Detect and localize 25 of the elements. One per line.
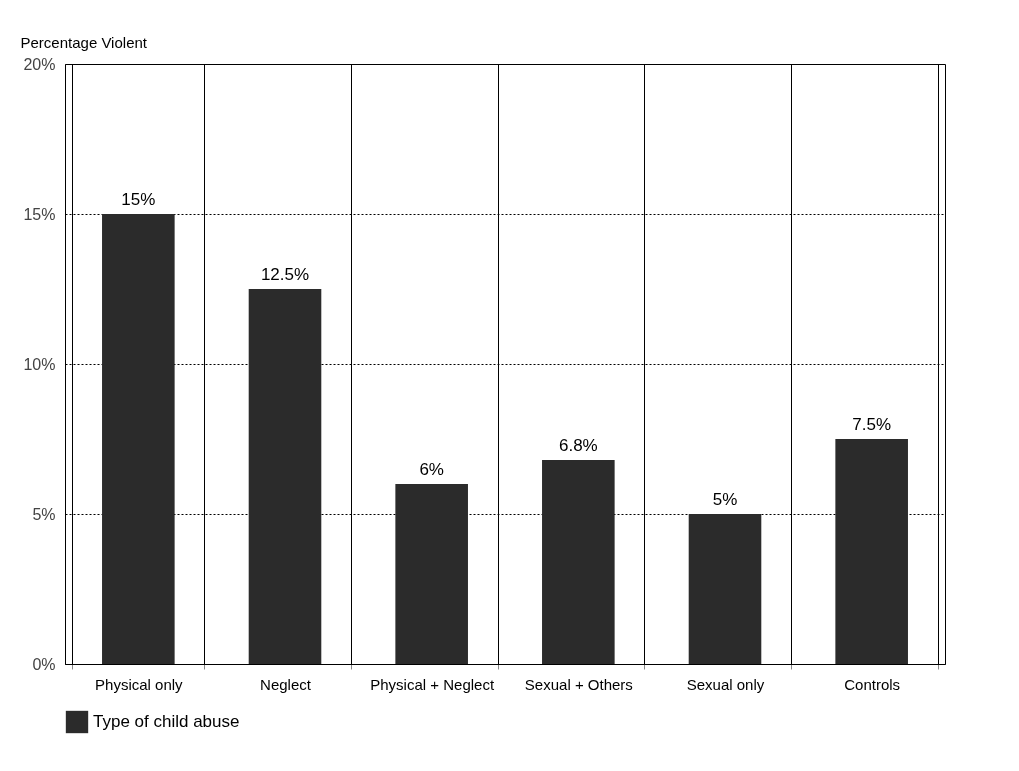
bar — [395, 484, 468, 664]
x-tick-label: Neglect — [260, 675, 312, 693]
bar — [688, 514, 762, 664]
legend-label: Type of child abuse — [93, 712, 240, 731]
data-label: 6.8% — [558, 436, 598, 455]
bar — [248, 289, 322, 664]
bar — [542, 460, 615, 664]
x-tick-label: Sexual + Others — [524, 675, 633, 693]
y-tick-label: 0% — [32, 655, 56, 673]
data-label: 5% — [712, 490, 738, 509]
data-label: 7.5% — [852, 415, 892, 434]
x-tick-label: Physical + Neglect — [370, 675, 495, 693]
y-tick-label: 5% — [32, 505, 56, 523]
y-tick-label: 15% — [23, 205, 56, 223]
y-tick-label: 10% — [23, 355, 56, 373]
y-axis-title: Percentage Violent — [20, 33, 148, 51]
y-tick-label: 20% — [23, 55, 56, 73]
x-tick-label: Physical only — [95, 675, 184, 693]
x-tick-label: Sexual only — [686, 675, 765, 693]
data-label: 6% — [419, 460, 444, 479]
x-tick-label: Controls — [844, 675, 901, 693]
data-label: 12.5% — [260, 265, 310, 284]
bar — [102, 214, 175, 664]
bar — [835, 439, 908, 664]
data-label: 15% — [121, 190, 156, 209]
